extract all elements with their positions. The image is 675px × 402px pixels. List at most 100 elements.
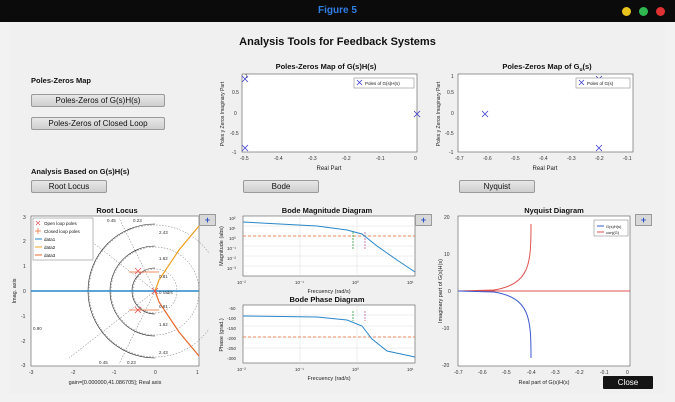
poles-zeros-closed-loop-button[interactable]: Poles-Zeros of Closed Loop (31, 117, 165, 130)
bode-mag-ytick: 10⁻² (227, 256, 236, 261)
root-locus-damping-label: 0.45 (99, 360, 108, 365)
root-locus-xtick: -2 (71, 370, 76, 376)
bode-mag-xtick: 10¹ (407, 280, 414, 285)
pzmap-gh-title: Poles-Zeros Map of G(s)H(s) (276, 62, 377, 71)
bode-phase-ytick: -50 (229, 306, 236, 311)
bode-magnitude-chart: Bode Magnitude Diagram 10² 10¹ 10⁰ 10⁻¹ … (219, 206, 416, 295)
root-locus-button[interactable]: Root Locus (31, 180, 107, 193)
root-locus-legend-label: data3 (44, 253, 56, 258)
bode-phase-xtick: 10⁻² (237, 367, 246, 372)
bode-mag-xlabel: Frecuency (rad/s) (307, 289, 350, 295)
root-locus-legend-label: data1 (44, 237, 56, 242)
pzmap-g-title-sub: u (579, 67, 582, 73)
root-locus-xtick: 0 (154, 370, 157, 376)
pzmap-gh-legend-x-icon (356, 79, 363, 86)
bode-button[interactable]: Bode (243, 180, 319, 193)
pzmap-gh-xlabel: Real Part (316, 166, 341, 172)
pzmap-gh-ytick: -0.5 (230, 131, 239, 137)
bode-mag-ytick: 10⁻³ (227, 266, 236, 271)
pzmap-g-title: Poles-Zeros Map of G (502, 62, 579, 71)
root-locus-poles (134, 267, 159, 314)
bode-phase-ytick: -250 (227, 346, 237, 351)
nyquist-expand-button[interactable]: + (635, 214, 652, 226)
pzmap-g-xlabel: Real Part (532, 166, 557, 172)
main-title: Analysis Tools for Feedback Systems (239, 36, 436, 48)
close-dot-icon[interactable] (656, 7, 665, 16)
nyquist-button[interactable]: Nyquist (459, 180, 535, 193)
root-locus-ylabel: Imag. axis (12, 278, 18, 303)
root-locus-damping-label: 0.45 (107, 218, 116, 223)
pzmap-g-legend-x-icon (578, 79, 585, 86)
pzmap-g-ytick: -1 (449, 150, 454, 156)
nyquist-title: Nyquist Diagram (524, 206, 584, 215)
pzmap-g-xtick: -0.4 (539, 156, 548, 162)
poles-zeros-section-label: Poles-Zeros Map (31, 76, 92, 85)
root-locus-xlabel: gain=[0.000000,41.086705]; Real axis (69, 380, 162, 386)
nyquist-ytick: -10 (442, 326, 449, 332)
bode-mag-ytick: 10⁰ (229, 236, 236, 241)
pzmap-g-xtick: -0.5 (511, 156, 520, 162)
root-locus-ytick: -1 (21, 314, 26, 320)
bode-phase-ytick: -300 (227, 356, 237, 361)
pzmap-gh-ytick: -1 (232, 150, 237, 156)
close-button[interactable]: Close (603, 376, 653, 389)
root-locus-expand-button[interactable]: + (199, 214, 216, 226)
nyquist-ytick: 0 (448, 289, 451, 295)
pzmap-g-chart: Poles-Zeros Map of Gu(s) 1 0.5 0 -0.5 -1… (436, 62, 634, 172)
nyquist-chart: Nyquist Diagram 20 10 0 -10 -20 -0.7 -0.… (438, 206, 631, 386)
nyquist-ytick: 10 (444, 252, 450, 258)
pzmap-g-ylabel: Poles y Zeros Imaginary Part (436, 81, 442, 146)
root-locus-xtick: -3 (29, 370, 34, 376)
nyquist-ytick: -20 (442, 363, 449, 369)
bode-mag-xtick: 10⁻² (237, 280, 246, 285)
pzmap-g-ytick: 0.5 (447, 90, 454, 96)
nyquist-xlabel: Real part of G(s)H(s) (518, 380, 569, 386)
bode-mag-curve (242, 221, 416, 273)
pzmap-gh-xtick: -0.2 (342, 156, 351, 162)
bode-mag-xtick: 10⁻¹ (295, 280, 304, 285)
figure-content: Analysis Tools for Feedback Systems Pole… (9, 22, 666, 394)
bode-phase-curve (242, 315, 416, 358)
root-locus-legend-label: data2 (44, 245, 56, 250)
bode-phase-ytick: -200 (227, 336, 237, 341)
bode-mag-title: Bode Magnitude Diagram (282, 206, 373, 215)
root-locus-ytick: 1 (23, 264, 26, 270)
pzmap-g-xtick: -0.2 (595, 156, 604, 162)
root-locus-damping-label: 0.23 (133, 218, 142, 223)
pzmap-gh-xtick: -0.1 (376, 156, 385, 162)
root-locus-damping-label: 0.23 (127, 360, 136, 365)
bode-phase-chart: Bode Phase Diagram -50 -100 -150 -200 -2… (219, 295, 416, 382)
root-locus-data3-line (154, 290, 200, 357)
pzmap-gh-legend-label: Poles of G(s)H(s) (365, 81, 400, 86)
root-locus-damping-label: 0.81 (159, 274, 168, 279)
root-locus-title: Root Locus (96, 206, 137, 215)
bode-phase-xtick: 10⁻¹ (295, 367, 304, 372)
maximize-dot-icon[interactable] (639, 7, 648, 16)
nyquist-xtick: -0.5 (502, 370, 511, 376)
minimize-dot-icon[interactable] (622, 7, 631, 16)
bode-phase-ylabel: Phase (grad.) (219, 318, 225, 351)
pzmap-gh-legend (353, 77, 415, 89)
pzmap-gh-xtick: -0.4 (274, 156, 283, 162)
analysis-section-label: Analysis Based on G(s)H(s) (31, 167, 130, 176)
root-locus-damping-label: 1.62 (159, 322, 168, 327)
pzmap-g-ytick: 0 (451, 111, 454, 117)
nyquist-xtick: -0.2 (575, 370, 584, 376)
pzmap-g-xtick: -0.7 (455, 156, 464, 162)
pzmap-gh-chart: Poles-Zeros Map of G(s)H(s) 1 0.5 0 -0.5… (220, 62, 421, 172)
poles-zeros-gh-button[interactable]: Poles-Zeros of G(s)H(s) (31, 94, 165, 107)
bode-expand-button[interactable]: + (415, 214, 432, 226)
bode-phase-xlabel: Frecuency (rad/s) (307, 376, 350, 382)
pzmap-g-legend (575, 77, 631, 89)
pzmap-g-ytick: 1 (451, 74, 454, 80)
root-locus-xtick: 1 (196, 370, 199, 376)
root-locus-data2-line (154, 225, 200, 292)
nyquist-legend-label: G(s)H(s) (606, 224, 622, 229)
pzmap-gh-ytick: 0.5 (232, 90, 239, 96)
pzmap-g-ytick: -0.5 (445, 131, 454, 137)
nyquist-legend-label: conj(G) (606, 230, 620, 235)
bode-mag-grid (243, 216, 415, 276)
pzmap-gh-poles (241, 75, 421, 152)
pzmap-g-xtick: -0.1 (623, 156, 632, 162)
nyquist-conj-curve (457, 223, 532, 292)
